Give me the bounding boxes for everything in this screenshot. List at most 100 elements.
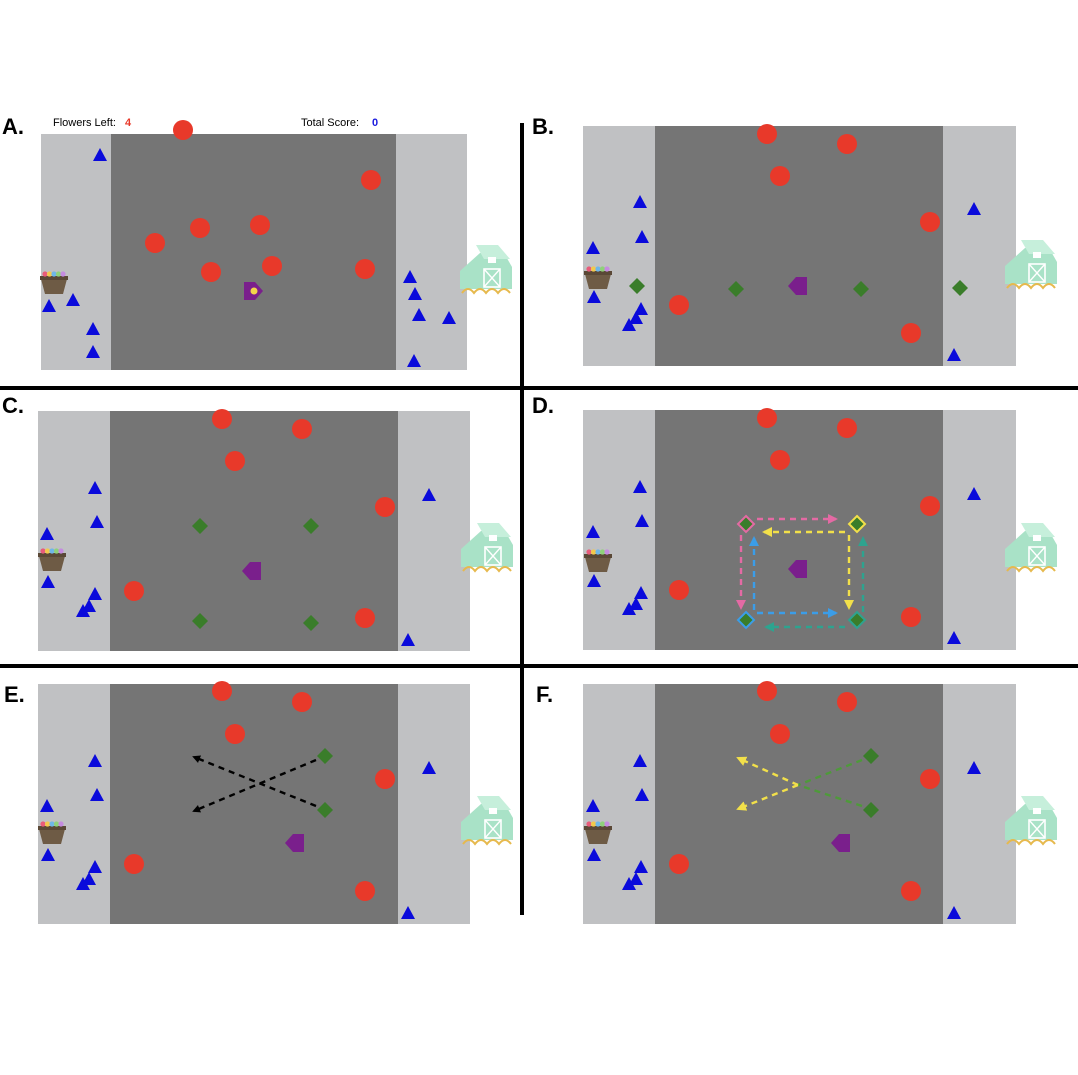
bee-icon: [586, 799, 600, 812]
bee-icon: [586, 525, 600, 538]
player-eye: [250, 287, 258, 295]
bee-icon: [41, 848, 55, 861]
green-path-segment: [797, 758, 863, 787]
flower-icon: [669, 295, 689, 315]
bee-icon: [86, 345, 100, 358]
road-field: [655, 684, 943, 924]
barn-door: [484, 546, 502, 566]
barn-door-brace: [1028, 546, 1046, 566]
flower-icon: [124, 581, 144, 601]
flower-icon: [355, 608, 375, 628]
barn-roof: [477, 796, 511, 810]
diamond-target-icon: [863, 802, 879, 818]
flower-icon: [361, 170, 381, 190]
flower-icon: [770, 450, 790, 470]
basket-rim: [40, 276, 68, 280]
basket-flower: [46, 271, 53, 277]
basket-rim: [584, 271, 612, 275]
bee-icon: [412, 308, 426, 321]
basket-flower: [599, 549, 606, 555]
basket-flower: [40, 548, 46, 554]
basket-rim: [38, 553, 66, 557]
flower-icon: [145, 233, 165, 253]
barn-door-brace: [484, 819, 502, 839]
bee-icon: [967, 761, 981, 774]
basket-flower: [595, 266, 601, 272]
barn-roof: [1021, 796, 1055, 810]
bee-icon: [403, 270, 417, 283]
basket-flower: [604, 821, 610, 827]
panel-label-f: F.: [536, 682, 553, 707]
bee-icon: [634, 860, 648, 873]
flowers-left-value: 4: [125, 117, 132, 129]
bee-icon: [93, 148, 107, 161]
bee-icon: [635, 788, 649, 801]
diamond-target-icon: [736, 514, 756, 534]
bee-icon: [947, 348, 961, 361]
diamond-target-icon: [629, 278, 645, 294]
barn-door-brace: [483, 268, 501, 288]
barn-window: [1033, 252, 1041, 258]
basket-body: [585, 557, 611, 572]
flower-icon: [375, 497, 395, 517]
basket-flower: [55, 271, 62, 277]
bee-icon: [967, 487, 981, 500]
flower-basket-icon: [40, 271, 68, 294]
flower-basket-icon: [584, 266, 612, 289]
barn-hay: [462, 566, 512, 573]
panel-label-a: A.: [2, 114, 24, 139]
player-body: [242, 562, 261, 580]
flower-icon: [250, 215, 270, 235]
flower-icon: [770, 724, 790, 744]
bee-icon: [86, 322, 100, 335]
basket-flower: [586, 821, 592, 827]
flower-icon: [837, 134, 857, 154]
bee-icon: [66, 293, 80, 306]
bee-icon: [42, 299, 56, 312]
basket-flower: [49, 548, 55, 554]
flower-icon: [225, 724, 245, 744]
basket-flower: [595, 549, 601, 555]
barn-door: [483, 268, 501, 288]
flower-basket-icon: [38, 821, 66, 844]
bee-icon: [629, 597, 643, 610]
flower-icon: [292, 419, 312, 439]
barn-window: [489, 535, 497, 541]
barn-door-brace: [484, 546, 502, 566]
basket-body: [39, 556, 65, 571]
bee-icon: [40, 527, 54, 540]
barn-hay: [461, 288, 511, 295]
diamond-target-icon: [853, 281, 869, 297]
barn-door: [1028, 546, 1046, 566]
panel-b: [583, 124, 1057, 366]
flower-icon: [669, 580, 689, 600]
diamond-target-icon: [728, 281, 744, 297]
road-field: [655, 126, 943, 366]
green-path-segment: [797, 783, 863, 808]
diamond-target-icon: [863, 748, 879, 764]
bee-icon: [622, 877, 636, 890]
player-body: [788, 560, 807, 578]
basket-flower: [599, 266, 606, 272]
flowers-left-label: Flowers Left:: [53, 117, 116, 129]
barn-window: [1033, 535, 1041, 541]
player-body: [285, 834, 304, 852]
flower-icon: [920, 496, 940, 516]
flower-icon: [901, 607, 921, 627]
bee-icon: [633, 195, 647, 208]
panel-f: [583, 681, 1057, 924]
bee-icon: [633, 480, 647, 493]
bee-icon: [76, 604, 90, 617]
basket-flower: [58, 548, 64, 554]
flower-icon: [124, 854, 144, 874]
bee-icon: [408, 287, 422, 300]
bee-icon: [633, 754, 647, 767]
barn-door: [1028, 819, 1046, 839]
bee-icon: [407, 354, 421, 367]
flower-icon: [920, 212, 940, 232]
basket-flower: [590, 821, 597, 827]
diamond-target-icon: [317, 748, 333, 764]
flower-icon: [757, 124, 777, 144]
flower-icon: [173, 120, 193, 140]
